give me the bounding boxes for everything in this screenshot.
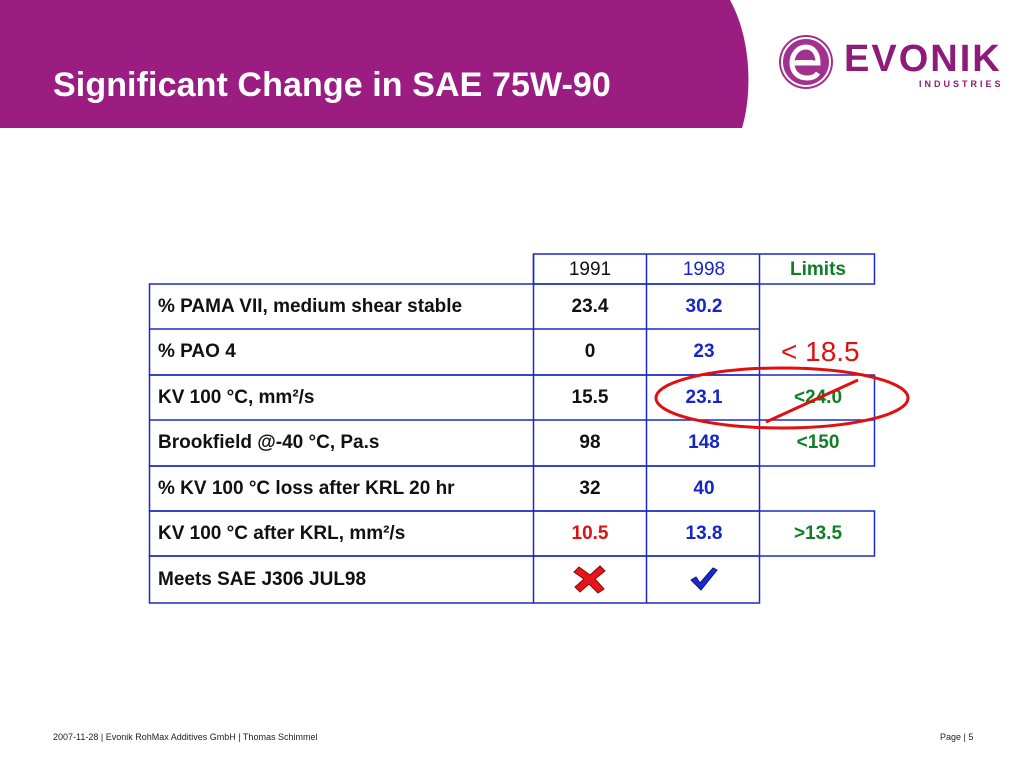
row-kv-loss-1991: 32 bbox=[579, 477, 601, 499]
row-label-pama: % PAMA VII, medium shear stable bbox=[158, 295, 463, 317]
row-pama-1991: 23.4 bbox=[571, 295, 609, 317]
row-label-pao4: % PAO 4 bbox=[158, 341, 236, 362]
row-pama-1998: 30.2 bbox=[685, 295, 723, 317]
logo-wordmark: EVONIK bbox=[844, 38, 1002, 80]
header-band bbox=[0, 0, 749, 128]
row-kv-after-krl-1998: 13.8 bbox=[685, 522, 723, 544]
row-label-kv-loss: % KV 100 °C loss after KRL 20 hr bbox=[158, 477, 455, 499]
evonik-emblem-icon bbox=[779, 35, 833, 89]
page-number: Page | 5 bbox=[940, 732, 974, 742]
row-pao4-1998: 23 bbox=[693, 341, 715, 362]
row-kv-after-krl-limit: >13.5 bbox=[793, 522, 843, 544]
row-label-kv-after-krl: KV 100 °C after KRL, mm²/s bbox=[158, 522, 406, 544]
row-brookfield-1998: 148 bbox=[688, 432, 720, 453]
row-brookfield-1991: 98 bbox=[579, 432, 601, 453]
row-label-sae-j306: Meets SAE J306 JUL98 bbox=[158, 568, 367, 590]
header-1991: 1991 bbox=[568, 259, 612, 280]
new-limit-annotation: < 18.5 bbox=[781, 336, 860, 367]
logo-subtitle: INDUSTRIES bbox=[919, 79, 1004, 89]
row-kv100-1991: 15.5 bbox=[571, 386, 609, 408]
header-1998: 1998 bbox=[682, 259, 726, 280]
row-pao4-1991: 0 bbox=[584, 341, 596, 362]
row-label-brookfield: Brookfield @-40 °C, Pa.s bbox=[158, 432, 380, 453]
row-kv100-limit: <24.0 bbox=[793, 386, 843, 408]
row-kv-after-krl-1991: 10.5 bbox=[571, 522, 609, 544]
header-limits: Limits bbox=[790, 259, 846, 280]
row-kv100-1998: 23.1 bbox=[685, 386, 723, 408]
row-kv-loss-1998: 40 bbox=[693, 477, 715, 499]
footer-info: 2007-11-28 | Evonik RohMax Additives Gmb… bbox=[53, 732, 318, 742]
row-label-kv100: KV 100 °C, mm²/s bbox=[158, 386, 315, 408]
blue-check-icon bbox=[690, 567, 718, 591]
evonik-logo: EVONIK INDUSTRIES bbox=[776, 32, 1006, 92]
slide-title: Significant Change in SAE 75W-90 bbox=[53, 66, 611, 104]
row-brookfield-limit: <150 bbox=[796, 432, 840, 453]
red-x-icon bbox=[573, 565, 606, 594]
